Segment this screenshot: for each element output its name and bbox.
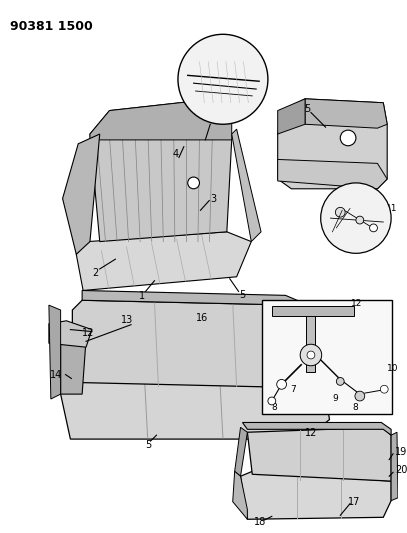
Text: 6: 6 (220, 41, 226, 51)
Polygon shape (391, 432, 398, 500)
Text: 4: 4 (173, 149, 179, 159)
Circle shape (300, 344, 322, 366)
Bar (262, 300, 392, 414)
Text: 15: 15 (319, 340, 332, 350)
Polygon shape (278, 99, 387, 189)
Polygon shape (243, 423, 391, 435)
Polygon shape (278, 99, 305, 134)
Polygon shape (313, 335, 349, 359)
Polygon shape (306, 316, 315, 372)
Polygon shape (272, 306, 354, 316)
Polygon shape (241, 471, 391, 519)
Text: 16: 16 (196, 313, 208, 323)
Polygon shape (233, 471, 247, 519)
Text: 9: 9 (333, 393, 338, 402)
Text: 12: 12 (305, 428, 317, 438)
Text: 12: 12 (81, 328, 94, 338)
Text: 14: 14 (50, 369, 63, 379)
Polygon shape (235, 427, 247, 477)
Polygon shape (63, 134, 100, 254)
Circle shape (340, 130, 356, 146)
Polygon shape (82, 290, 330, 320)
Text: 19: 19 (395, 447, 407, 457)
Text: 13: 13 (121, 315, 133, 325)
Text: 20: 20 (395, 465, 407, 475)
Circle shape (356, 216, 364, 224)
Polygon shape (49, 305, 61, 399)
Circle shape (178, 34, 268, 124)
Circle shape (355, 391, 365, 401)
Text: 8: 8 (271, 403, 277, 413)
Text: 5: 5 (304, 103, 310, 114)
Polygon shape (72, 300, 330, 388)
Text: 10: 10 (387, 364, 399, 373)
Polygon shape (325, 300, 339, 393)
Text: 7: 7 (291, 385, 296, 394)
Circle shape (336, 377, 344, 385)
Circle shape (321, 183, 391, 253)
Circle shape (277, 379, 287, 389)
Circle shape (370, 224, 377, 232)
Polygon shape (305, 99, 387, 128)
Polygon shape (90, 101, 232, 241)
Text: 1: 1 (139, 292, 145, 301)
Text: 3: 3 (210, 193, 216, 204)
Circle shape (268, 397, 276, 405)
Text: 8: 8 (352, 403, 358, 413)
Text: 11: 11 (386, 204, 398, 213)
Polygon shape (300, 359, 335, 388)
Circle shape (188, 177, 199, 189)
Text: 17: 17 (348, 497, 360, 507)
Polygon shape (247, 427, 391, 481)
Polygon shape (61, 381, 330, 439)
Text: 5: 5 (145, 440, 152, 450)
Polygon shape (278, 159, 387, 189)
Text: 5: 5 (239, 290, 245, 301)
Circle shape (307, 351, 315, 359)
Text: 90381 1500: 90381 1500 (10, 20, 92, 33)
Text: 12: 12 (351, 298, 363, 308)
Text: 2: 2 (93, 268, 99, 278)
Polygon shape (61, 328, 86, 394)
Circle shape (335, 207, 345, 217)
Polygon shape (76, 232, 251, 290)
Polygon shape (90, 101, 232, 140)
Text: 18: 18 (254, 517, 266, 527)
Polygon shape (232, 129, 261, 241)
Polygon shape (49, 321, 92, 347)
Circle shape (381, 385, 388, 393)
